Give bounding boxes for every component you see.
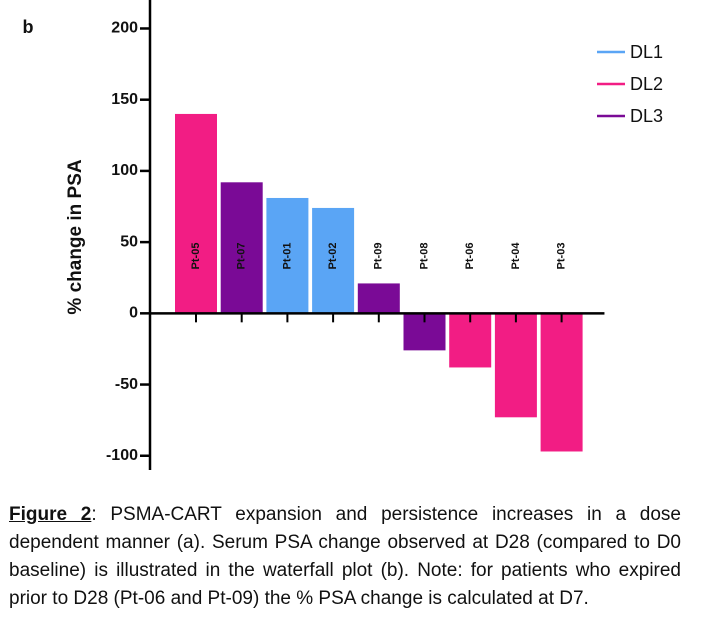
chart: b % change in PSA -100 -50 0 50 100 150 200 Pt-… [23, 0, 663, 470]
bar [266, 197, 309, 314]
bar [540, 313, 583, 452]
panel-label: b [23, 17, 34, 37]
x-tick-label: Pt-02 [327, 243, 339, 270]
y-tick-label: 200 [111, 20, 138, 37]
x-tick-label: Pt-03 [556, 243, 568, 270]
x-tick-label: Pt-05 [190, 243, 202, 270]
y-tick-label: 150 [111, 91, 138, 108]
caption-label: Figure 2 [9, 504, 92, 525]
y-tick-label: 100 [111, 162, 138, 179]
bar [175, 113, 217, 314]
bar [494, 313, 537, 418]
bar [449, 313, 492, 368]
x-tick-label: Pt-08 [418, 243, 430, 270]
bar [357, 283, 400, 314]
x-tick-label: Pt-01 [281, 243, 293, 270]
y-tick-label: -100 [106, 447, 138, 464]
y-tick-label: -50 [115, 376, 138, 393]
bar [312, 207, 355, 314]
y-tick-label: 0 [129, 305, 138, 322]
y-axis-title: % change in PSA [65, 159, 86, 314]
bar [220, 182, 263, 314]
caption-text: : PSMA-CART expansion and persistence in… [9, 504, 682, 609]
y-tick-label: 50 [120, 233, 138, 250]
legend-label: DL1 [630, 42, 663, 62]
x-tick-label: Pt-04 [510, 242, 522, 270]
legend-label: DL3 [630, 106, 663, 126]
x-tick-label: Pt-09 [373, 243, 385, 270]
x-tick-label: Pt-07 [236, 243, 248, 270]
caption: Figure 2: PSMA-CART expansion and persis… [9, 501, 681, 613]
x-tick-label: Pt-06 [464, 243, 476, 270]
legend-label: DL2 [630, 74, 663, 94]
